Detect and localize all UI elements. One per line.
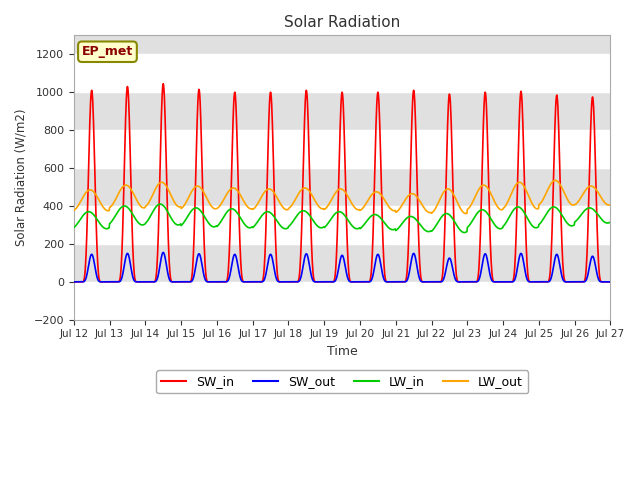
Bar [74,36,611,54]
LW_in [70,225,77,230]
SW_out [559,277,567,283]
SW_out [70,279,77,285]
LW_out [70,207,77,213]
LW_out [607,202,614,207]
SW_in [559,265,567,271]
LW_in [461,229,468,235]
SW_out [607,279,614,285]
Bar [74,54,611,92]
SW_out [425,279,433,285]
Line: LW_out: LW_out [74,180,611,214]
SW_in [294,279,301,285]
LW_in [281,226,289,231]
LW_out [424,209,432,215]
LW_out [294,193,301,199]
Bar [74,206,611,244]
Bar [74,244,611,282]
LW_in [294,212,301,217]
LW_out [280,206,288,212]
SW_in [159,81,167,86]
LW_out [462,211,470,216]
SW_in [189,265,196,271]
LW_in [425,228,433,234]
LW_in [513,204,521,210]
Title: Solar Radiation: Solar Radiation [284,15,400,30]
LW_out [513,181,521,187]
SW_out [189,277,196,283]
LW_out [552,178,559,183]
Bar [74,282,611,320]
Bar [74,130,611,168]
LW_in [156,201,164,207]
SW_out [513,268,521,274]
SW_out [159,250,167,255]
LW_in [559,215,567,220]
LW_in [189,206,196,212]
X-axis label: Time: Time [327,345,358,358]
LW_out [188,188,196,193]
SW_in [70,279,77,285]
Text: EP_met: EP_met [82,45,133,58]
SW_in [513,206,521,212]
SW_in [425,279,433,285]
Bar [74,168,611,206]
Legend: SW_in, SW_out, LW_in, LW_out: SW_in, SW_out, LW_in, LW_out [156,370,528,393]
Bar [74,92,611,130]
Line: LW_in: LW_in [74,204,611,232]
Line: SW_out: SW_out [74,252,611,282]
SW_out [294,279,301,285]
LW_in [607,219,614,225]
Y-axis label: Solar Radiation (W/m2): Solar Radiation (W/m2) [15,109,28,246]
Line: SW_in: SW_in [74,84,611,282]
SW_in [607,279,614,285]
SW_out [281,279,289,285]
SW_in [281,279,289,285]
LW_out [559,188,567,194]
